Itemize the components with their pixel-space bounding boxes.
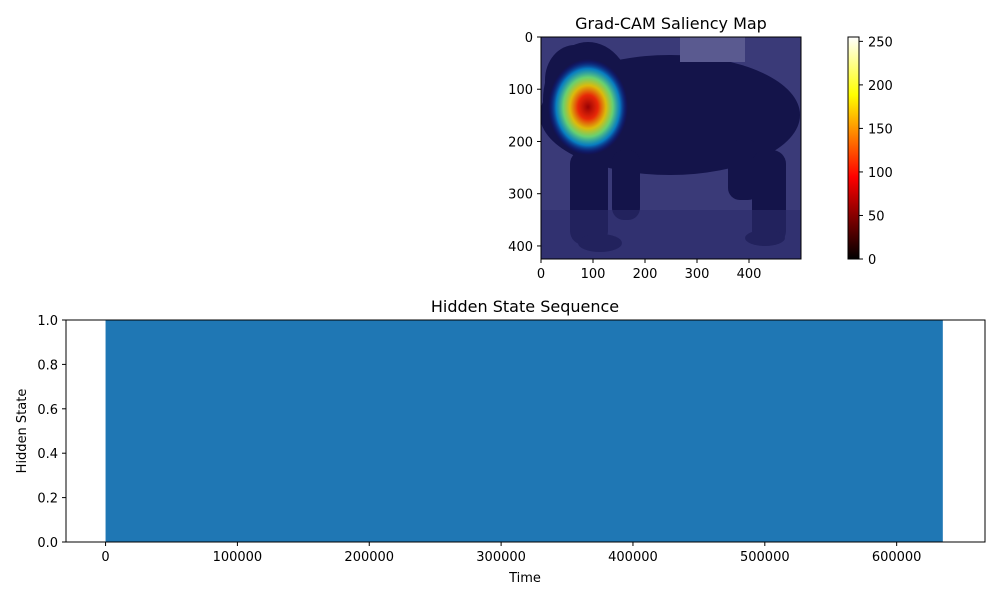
x-axis-label: Time xyxy=(508,571,541,586)
sequence-y-tick-label: 0.2 xyxy=(37,492,58,507)
image-y-tick-label: 200 xyxy=(508,135,533,150)
sequence-x-ticks: 0 100000 200000 300000 400000 500000 600000 xyxy=(101,542,921,565)
sequence-y-tick-label: 0.0 xyxy=(37,536,58,551)
saliency-hotspot xyxy=(548,59,628,155)
image-frame xyxy=(540,36,802,260)
image-y-ticks: 0 100 200 300 400 xyxy=(508,31,541,255)
sequence-y-tick-label: 0.8 xyxy=(37,358,58,373)
sequence-x-tick-label: 0 xyxy=(101,550,109,565)
y-axis-label: Hidden State xyxy=(15,389,30,474)
sequence-x-tick-label: 100000 xyxy=(213,550,263,565)
colorbar-ticks: 0 50 100 150 200 250 xyxy=(859,35,893,268)
sequence-x-tick-label: 600000 xyxy=(872,550,922,565)
colorbar-tick-label: 250 xyxy=(868,35,893,50)
fence-patch xyxy=(680,37,745,62)
colorbar-tick-label: 150 xyxy=(868,122,893,137)
saliency-title: Grad-CAM Saliency Map xyxy=(575,14,767,33)
image-y-tick-label: 400 xyxy=(508,240,533,255)
image-y-tick-label: 300 xyxy=(508,188,533,203)
image-x-ticks: 0 100 200 300 400 xyxy=(537,259,762,282)
sequence-y-tick-label: 1.0 xyxy=(37,314,58,329)
sequence-y-tick-label: 0.6 xyxy=(37,403,58,418)
image-x-tick-label: 200 xyxy=(633,267,658,282)
image-x-tick-label: 400 xyxy=(737,267,762,282)
image-x-tick-label: 0 xyxy=(537,267,545,282)
image-y-tick-label: 100 xyxy=(508,83,533,98)
sequence-y-tick-label: 0.4 xyxy=(37,447,58,462)
colorbar-tick-label: 100 xyxy=(868,166,893,181)
hidden-state-title: Hidden State Sequence xyxy=(431,297,619,316)
ground-shade xyxy=(541,210,801,259)
colorbar-tick-label: 50 xyxy=(868,209,885,224)
colorbar-tick-label: 0 xyxy=(868,253,876,268)
sequence-x-tick-label: 300000 xyxy=(476,550,526,565)
image-x-tick-label: 100 xyxy=(581,267,606,282)
saliency-panel: Grad-CAM Saliency Map 0 100 200 300 400 01 xyxy=(508,14,893,282)
sequence-x-tick-label: 200000 xyxy=(344,550,394,565)
image-y-tick-label: 0 xyxy=(525,31,533,46)
hidden-state-panel: Hidden State Sequence 0 100000 200000 30000… xyxy=(15,297,986,586)
sequence-y-ticks: 0.0 0.2 0.4 0.6 0.8 1.0 xyxy=(37,314,66,551)
plot-frame xyxy=(65,319,986,543)
colorbar xyxy=(847,36,860,260)
sequence-x-tick-label: 400000 xyxy=(608,550,658,565)
colorbar-tick-label: 200 xyxy=(868,79,893,94)
saliency-image xyxy=(541,37,801,259)
sequence-x-tick-label: 500000 xyxy=(740,550,790,565)
hidden-state-area xyxy=(105,320,943,542)
image-x-tick-label: 300 xyxy=(685,267,710,282)
